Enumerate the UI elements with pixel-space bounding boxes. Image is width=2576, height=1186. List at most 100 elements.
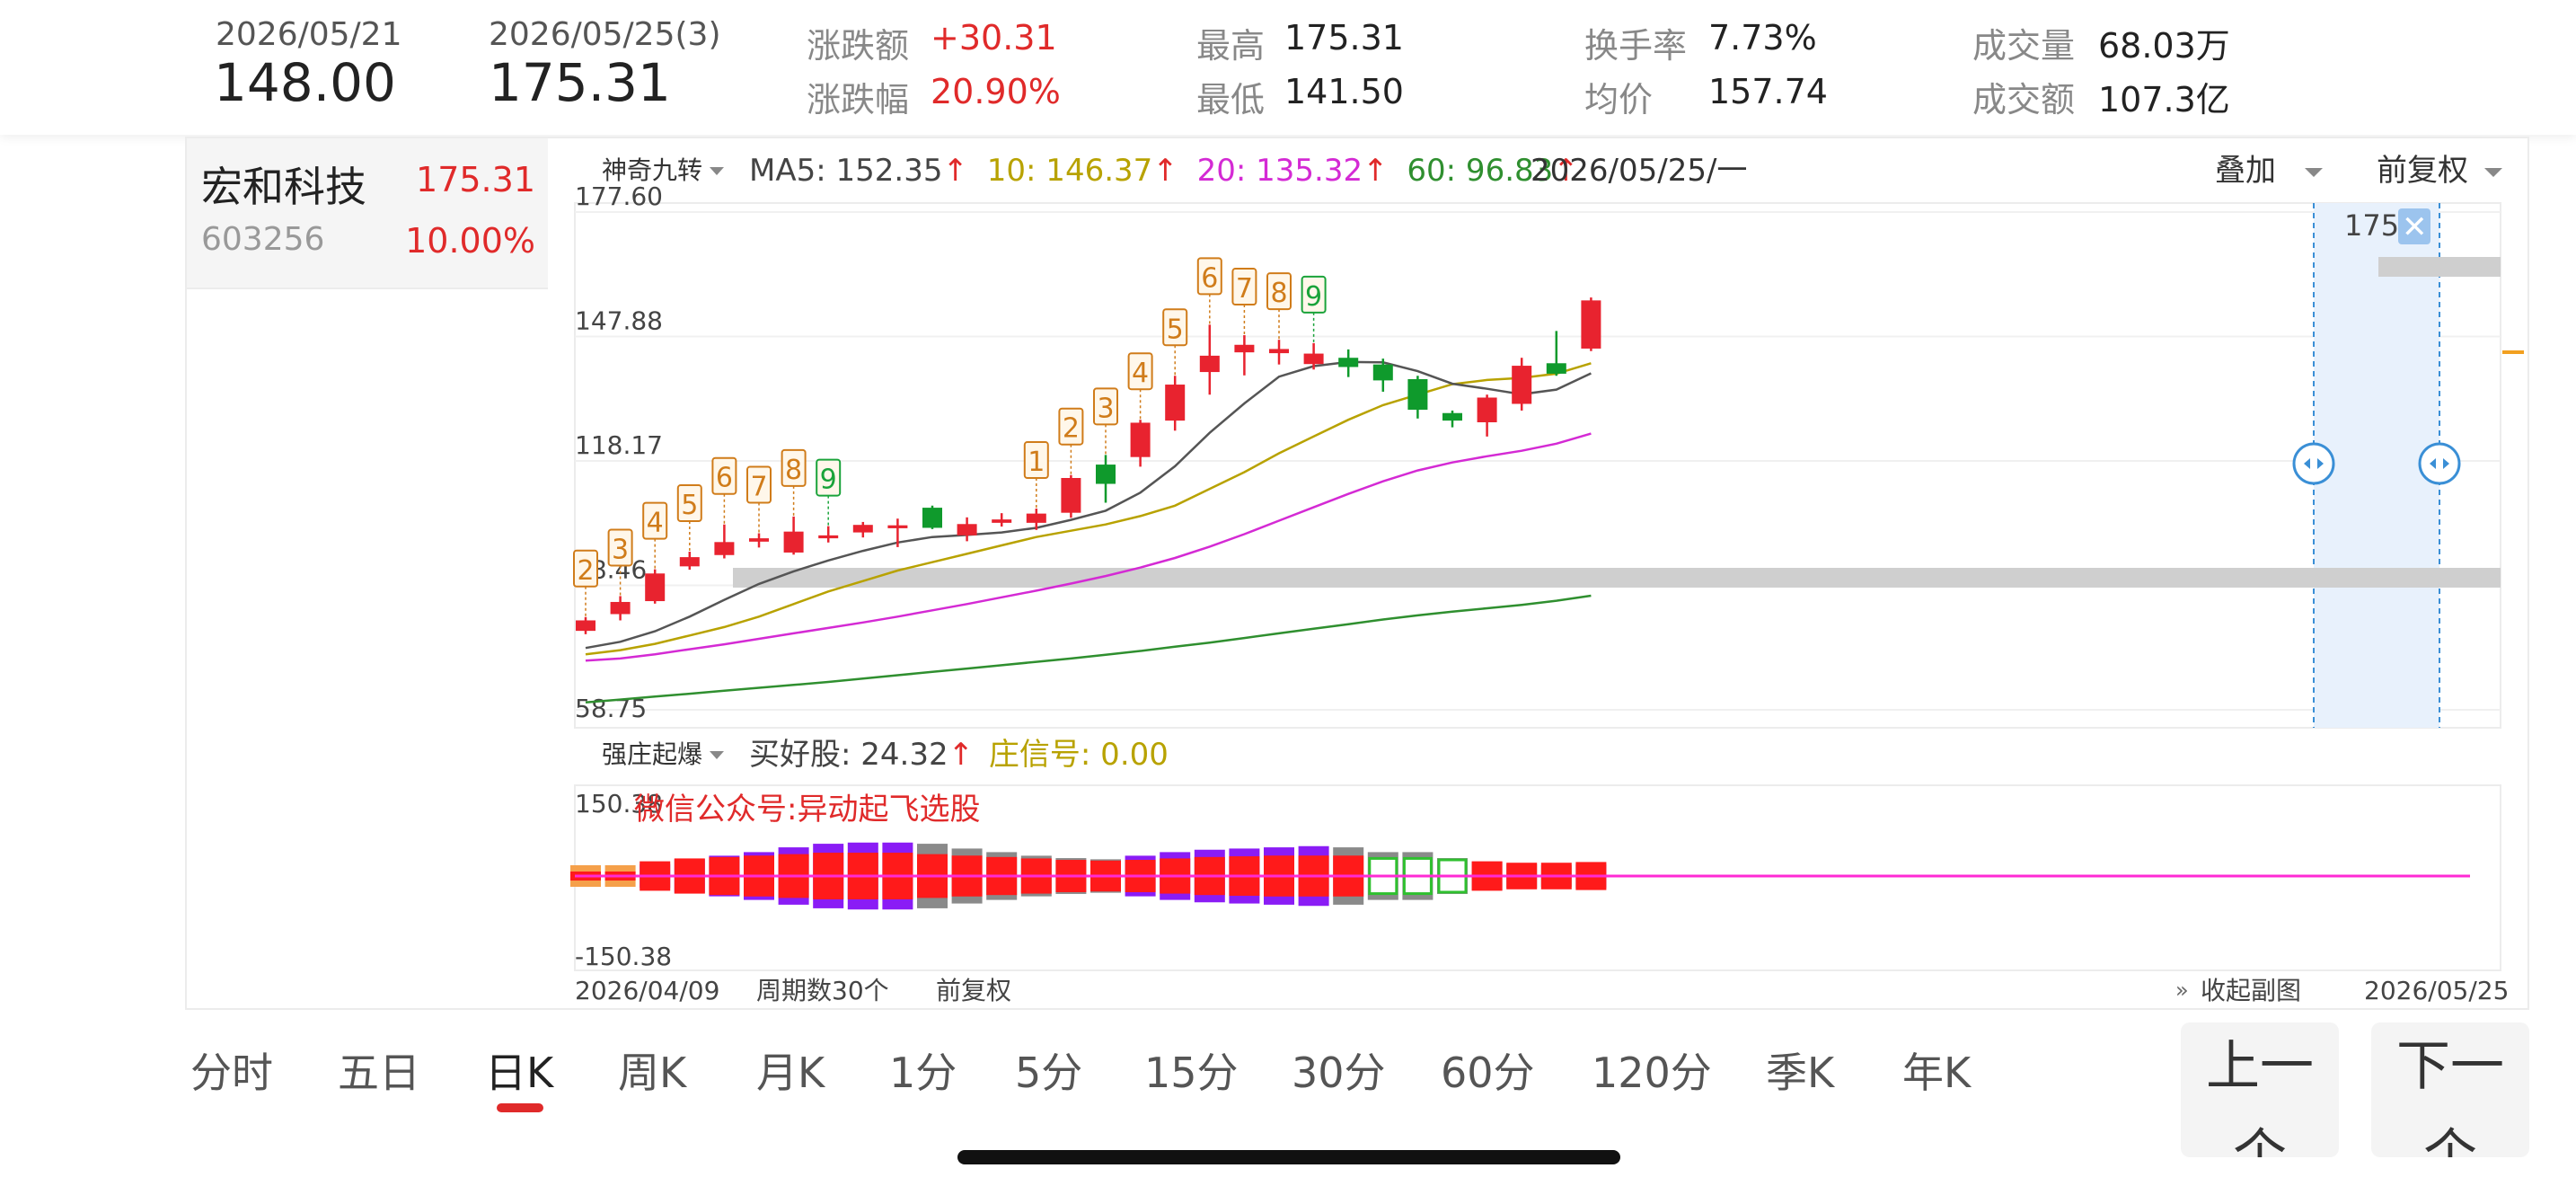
- candle-body: [818, 535, 839, 539]
- price-tick-label: 118.17: [575, 430, 663, 460]
- candle[interactable]: [1199, 324, 1220, 395]
- candle[interactable]: [922, 505, 942, 529]
- candle[interactable]: [818, 526, 839, 543]
- tab-9[interactable]: 60分: [1441, 1049, 1535, 1097]
- nine-turn-marker: 5: [1162, 308, 1188, 376]
- candle[interactable]: [679, 552, 700, 571]
- tab-3[interactable]: 周K: [618, 1049, 687, 1097]
- close-cursor-button[interactable]: [2398, 208, 2430, 244]
- change-amount-label: 涨跌额: [807, 26, 910, 66]
- candle[interactable]: [783, 516, 804, 555]
- candle[interactable]: [1581, 297, 1601, 351]
- collapse-subchart-button[interactable]: 收起副图: [2201, 976, 2301, 1005]
- chevron-down-icon[interactable]: [710, 167, 724, 175]
- nine-turn-marker: 4: [642, 501, 668, 570]
- nine-turn-box: [573, 549, 598, 588]
- candle-body: [610, 601, 631, 615]
- candle[interactable]: [1442, 410, 1462, 428]
- volume-value: 68.03万: [2098, 26, 2230, 66]
- next-stock-button[interactable]: 下一个: [2371, 1022, 2529, 1157]
- nine-turn-marker: 6: [711, 456, 737, 525]
- tab-7[interactable]: 15分: [1144, 1049, 1239, 1097]
- nine-turn-box: [676, 484, 702, 523]
- avg-price-value: 157.74: [1708, 72, 1828, 111]
- indicator-selector-sub[interactable]: 强庄起爆: [602, 739, 702, 769]
- chevron-down-icon[interactable]: [710, 751, 724, 759]
- chevron-down-icon[interactable]: [2305, 168, 2323, 177]
- candle[interactable]: [1026, 509, 1046, 530]
- tab-1[interactable]: 五日: [338, 1049, 420, 1097]
- tab-10[interactable]: 120分: [1592, 1049, 1712, 1097]
- range-handle-right[interactable]: [2418, 442, 2461, 485]
- nine-turn-marker: 5: [676, 484, 702, 553]
- indicator-selector-main[interactable]: 神奇九转: [602, 155, 702, 185]
- watermark-text: 微信公众号:异动起飞选股: [634, 792, 980, 828]
- crosshair-date: 2026/05/25/一: [1531, 153, 1747, 189]
- chevron-down-icon[interactable]: »: [2175, 978, 2189, 1003]
- overlay-button[interactable]: 叠加: [2215, 153, 2276, 189]
- candle[interactable]: [1130, 420, 1151, 467]
- candle[interactable]: [1165, 376, 1186, 431]
- ma10-line: [585, 362, 1592, 656]
- candle[interactable]: [610, 596, 631, 621]
- tab-4[interactable]: 月K: [756, 1049, 825, 1097]
- prev-stock-button[interactable]: 上一个: [2181, 1022, 2339, 1157]
- tab-0[interactable]: 分时: [190, 1049, 273, 1097]
- range-end-date: 2026/05/25: [2364, 976, 2509, 1005]
- kline-chart-panel[interactable]: 神奇九转 MA5: 152.35↑ 10: 146.37↑ 20: 135.32…: [548, 137, 2529, 1010]
- current-price-value: 175.31: [489, 52, 671, 113]
- tab-11[interactable]: 季K: [1766, 1049, 1835, 1097]
- nine-turn-marker: 7: [1231, 268, 1257, 336]
- tab-2[interactable]: 日K: [485, 1049, 554, 1097]
- ma60-legend: 60: 96.83: [1407, 153, 1553, 189]
- candle[interactable]: [1303, 342, 1324, 370]
- candle[interactable]: [1546, 331, 1566, 376]
- candle[interactable]: [852, 521, 873, 538]
- tab-5[interactable]: 1分: [889, 1049, 957, 1097]
- arrow-up-icon: ↑: [948, 737, 975, 773]
- nine-turn-marker: 8: [1266, 272, 1292, 341]
- low-label: 最低: [1196, 80, 1266, 119]
- adjust-button[interactable]: 前复权: [2377, 153, 2468, 189]
- candle-body: [576, 620, 595, 632]
- candle[interactable]: [1338, 349, 1359, 377]
- stock-list-item[interactable]: 宏和科技 175.31 603256 10.00%: [187, 138, 550, 289]
- candle[interactable]: [1372, 358, 1393, 392]
- tab-6[interactable]: 5分: [1015, 1049, 1083, 1097]
- sub-legend: 买好股: 24.32↑ 庄信号: 0.00: [749, 737, 1169, 773]
- range-handle-left[interactable]: [2292, 442, 2335, 485]
- candle[interactable]: [1269, 340, 1289, 365]
- buy-good-legend: 买好股: 24.32: [749, 737, 948, 773]
- candle-body: [749, 538, 769, 542]
- candle-body: [1581, 300, 1601, 349]
- nine-turn-marker: 1: [1023, 441, 1049, 509]
- current-date: 2026/05/25(3): [489, 16, 721, 53]
- close-icon[interactable]: ✕: [2402, 209, 2428, 245]
- chevron-down-icon[interactable]: [2484, 168, 2502, 177]
- kline-chart-svg[interactable]: 神奇九转 MA5: 152.35↑ 10: 146.37↑ 20: 135.32…: [548, 138, 2527, 1008]
- candle[interactable]: [1407, 376, 1428, 419]
- tab-8[interactable]: 30分: [1292, 1049, 1386, 1097]
- nine-turn-marker: 3: [607, 528, 633, 597]
- stock-list-panel: 宏和科技 175.31 603256 10.00%: [185, 137, 551, 1010]
- candle[interactable]: [576, 616, 595, 634]
- candle[interactable]: [714, 524, 735, 559]
- candle[interactable]: [1477, 394, 1497, 437]
- candle[interactable]: [1234, 335, 1255, 376]
- candle[interactable]: [1061, 474, 1081, 518]
- stock-price: 175.31: [416, 160, 535, 199]
- candle[interactable]: [1096, 455, 1116, 503]
- candle[interactable]: [1512, 358, 1532, 411]
- candle-body: [1199, 355, 1220, 373]
- candle[interactable]: [887, 518, 908, 547]
- candle[interactable]: [957, 517, 977, 542]
- candle[interactable]: [645, 569, 666, 604]
- nine-turn-box: [781, 448, 807, 487]
- nine-turn-marker: 3: [1093, 387, 1118, 456]
- candle[interactable]: [992, 513, 1012, 527]
- tab-12[interactable]: 年K: [1902, 1049, 1972, 1097]
- ma5-line: [585, 360, 1592, 650]
- candle[interactable]: [749, 533, 769, 548]
- change-pct-label: 涨跌幅: [807, 80, 910, 119]
- range-start-date: 2026/04/09: [575, 976, 719, 1005]
